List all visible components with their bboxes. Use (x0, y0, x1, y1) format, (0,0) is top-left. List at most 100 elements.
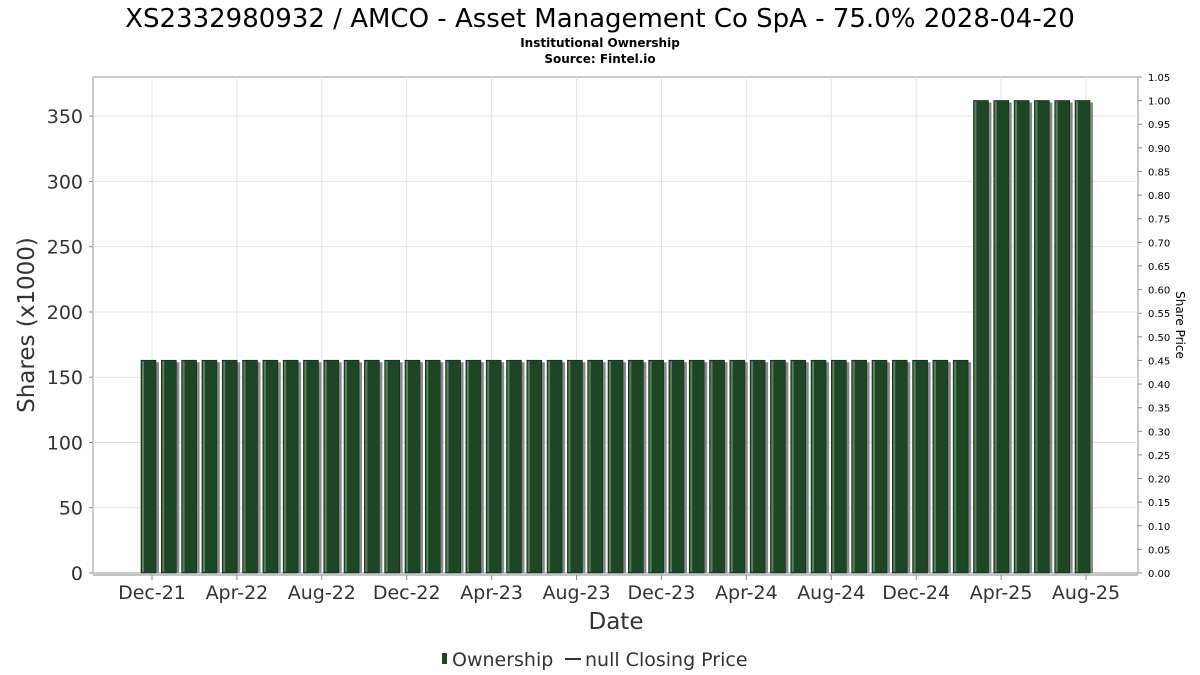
right-tick-label: 0.80 (1148, 191, 1170, 202)
ownership-bar (424, 359, 441, 574)
bar-highlight (933, 361, 936, 572)
bar-highlight (263, 361, 266, 572)
bar-highlight (507, 361, 510, 572)
bar-highlight (690, 361, 693, 572)
ownership-bar (648, 359, 664, 574)
x-axis-ticks: Dec-21 Apr-22 Aug-22 Dec-22 Apr-23 Aug-23 Dec-… (118, 575, 1120, 604)
ownership-bar (1074, 100, 1091, 574)
ownership-bar (932, 359, 949, 574)
ownership-bar (384, 359, 400, 574)
x-tick-label: Dec-24 (882, 582, 950, 604)
bar-highlight (629, 361, 632, 572)
right-tick-label: 0.10 (1148, 522, 1170, 533)
bar-highlight (771, 361, 774, 572)
right-tick-label: 0.90 (1148, 144, 1170, 155)
ownership-bar (607, 359, 624, 574)
x-tick-label: Aug-22 (288, 582, 356, 604)
right-tick-label: 0.40 (1148, 380, 1170, 391)
bar-highlight (893, 361, 896, 572)
ownership-bar (749, 359, 766, 574)
bar-highlight (852, 361, 855, 572)
right-tick-label: 0.05 (1148, 545, 1170, 556)
y2-axis-label: Share Price (1173, 291, 1187, 359)
bar-highlight (812, 361, 815, 572)
bar-highlight (751, 361, 754, 572)
ownership-bar (506, 359, 522, 574)
ownership-bar (729, 359, 746, 574)
ownership-bar (871, 359, 888, 574)
bar-highlight (142, 361, 144, 572)
ownership-bar (709, 359, 725, 574)
right-tick-label: 0.50 (1148, 333, 1170, 344)
legend-ownership-swatch (442, 653, 447, 664)
bar-highlight (162, 361, 165, 572)
bar-highlight (609, 361, 611, 572)
left-tick-label: 300 (47, 171, 83, 193)
bar-highlight (466, 361, 469, 572)
right-tick-label: 0.35 (1148, 404, 1170, 415)
ownership-bar (1013, 100, 1030, 574)
ownership-bar (810, 359, 827, 574)
ownership-bar (343, 359, 360, 574)
ownership-bar (1054, 100, 1070, 574)
bar-highlight (954, 361, 957, 572)
ownership-bar (221, 359, 238, 574)
ownership-bar (1034, 100, 1050, 574)
bar-highlight (1035, 101, 1038, 572)
right-tick-label: 0.70 (1148, 238, 1170, 249)
left-tick-label: 0 (71, 563, 83, 585)
bar-highlight (426, 361, 429, 572)
bar-highlight (994, 101, 997, 572)
bar-highlight (405, 361, 408, 572)
bar-highlight (791, 361, 794, 572)
bar-highlight (730, 361, 733, 572)
x-tick-label: Aug-24 (797, 582, 865, 604)
x-tick-label: Dec-23 (628, 582, 696, 604)
ownership-bar (831, 359, 847, 574)
ownership-bar (973, 100, 989, 574)
bar-highlight (487, 361, 490, 572)
bar-highlight (872, 361, 875, 572)
right-tick-label: 0.85 (1148, 167, 1170, 178)
ownership-bar (282, 359, 299, 574)
x-tick-label: Apr-23 (460, 582, 523, 604)
ownership-bar (404, 359, 421, 574)
left-tick-label: 50 (59, 498, 83, 520)
ownership-bar (181, 359, 197, 574)
bar-highlight (669, 361, 672, 572)
y-axis-label: Shares (x1000) (14, 237, 40, 413)
chart-subtitle: Institutional Ownership (520, 36, 680, 50)
ownership-bar (465, 359, 482, 574)
ownership-bar (668, 359, 685, 574)
bar-highlight (710, 361, 713, 572)
bar-highlight (345, 361, 348, 572)
x-tick-label: Aug-23 (542, 582, 610, 604)
bar-highlight (304, 361, 307, 572)
ownership-bar (891, 359, 908, 574)
chart-title: XS2332980932 / AMCO - Asset Management C… (125, 4, 1075, 34)
right-tick-label: 0.65 (1148, 262, 1170, 273)
ownership-bar (161, 359, 177, 574)
right-axis-ticks: 0.00 0.05 0.10 0.15 0.20 0.25 0.30 0.35 0.40 0.45… (1138, 73, 1170, 580)
left-tick-label: 150 (47, 367, 83, 389)
bar-highlight (649, 361, 652, 572)
ownership-bar (790, 359, 807, 574)
legend-ownership-label: Ownership (452, 649, 553, 671)
right-tick-label: 0.25 (1148, 451, 1170, 462)
bar-highlight (182, 361, 185, 572)
right-tick-label: 0.45 (1148, 356, 1170, 367)
legend: Ownership null Closing Price (442, 649, 748, 671)
right-tick-label: 0.75 (1148, 215, 1170, 226)
legend-price-label: null Closing Price (585, 649, 748, 671)
bar-highlight (365, 361, 368, 572)
ownership-bar (323, 359, 340, 574)
bar-highlight (527, 361, 530, 572)
left-axis-ticks: 0 50 100 150 200 250 300 350 (47, 106, 93, 585)
ownership-bar (546, 359, 563, 574)
bar-highlight (385, 361, 388, 572)
x-tick-label: Aug-25 (1052, 582, 1120, 604)
right-tick-label: 1.05 (1148, 73, 1170, 84)
bar-highlight (223, 361, 226, 572)
right-tick-label: 0.30 (1148, 427, 1170, 438)
left-tick-label: 250 (47, 237, 83, 259)
